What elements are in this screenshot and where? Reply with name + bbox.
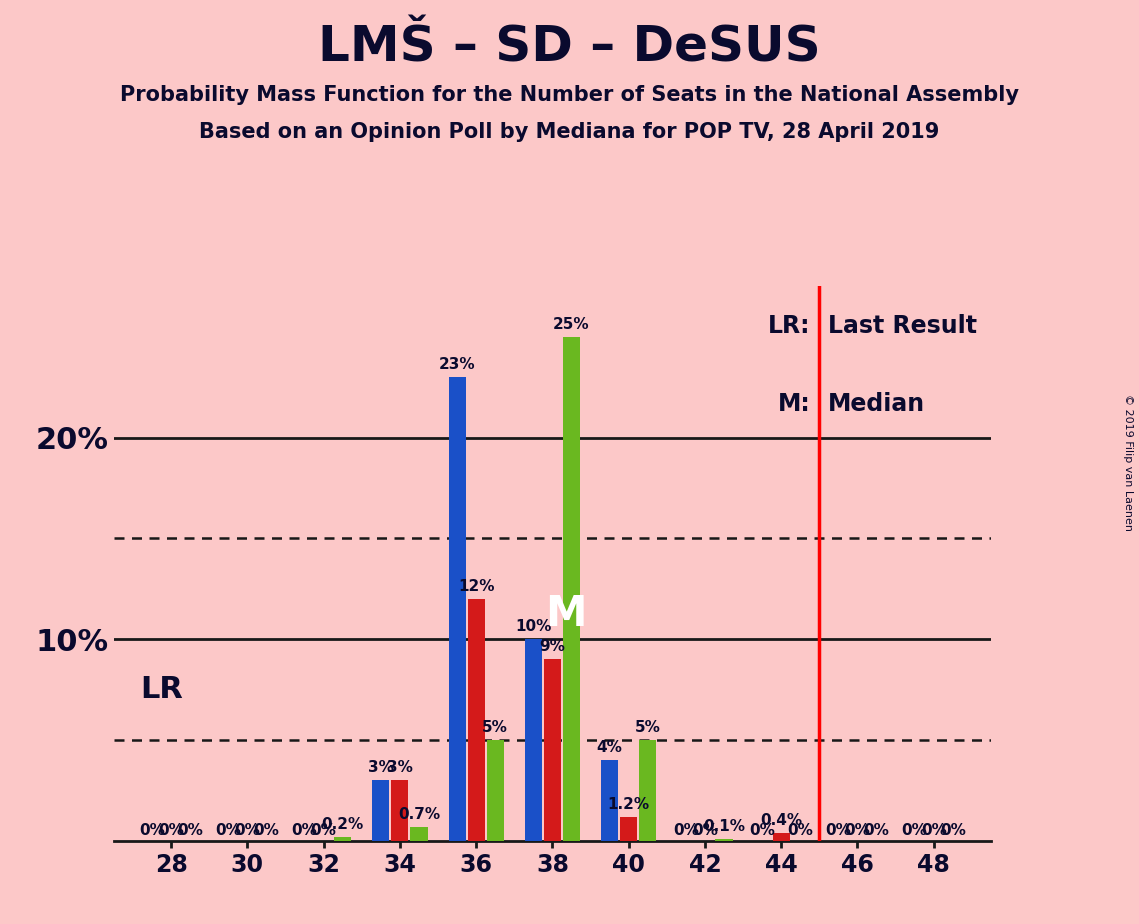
Text: 1.2%: 1.2%	[607, 796, 649, 811]
Text: 23%: 23%	[439, 357, 475, 372]
Bar	[334, 837, 351, 841]
Text: 0%: 0%	[673, 823, 699, 838]
Bar	[563, 337, 580, 841]
Bar	[543, 660, 562, 841]
Bar	[410, 827, 427, 841]
Text: Last Result: Last Result	[828, 314, 977, 338]
Text: 0%: 0%	[902, 823, 927, 838]
Bar	[620, 817, 637, 841]
Text: M: M	[544, 593, 587, 635]
Text: 0%: 0%	[863, 823, 890, 838]
Text: LR:: LR:	[768, 314, 811, 338]
Text: Based on an Opinion Poll by Mediana for POP TV, 28 April 2019: Based on an Opinion Poll by Mediana for …	[199, 122, 940, 142]
Text: 0%: 0%	[158, 823, 185, 838]
Text: 3%: 3%	[387, 760, 412, 775]
Bar	[601, 760, 618, 841]
Bar	[715, 839, 732, 841]
Bar	[486, 740, 503, 841]
Text: 5%: 5%	[482, 720, 508, 735]
Text: © 2019 Filip van Laenen: © 2019 Filip van Laenen	[1123, 394, 1133, 530]
Text: 0.2%: 0.2%	[321, 817, 363, 832]
Text: 0%: 0%	[826, 823, 851, 838]
Text: 0%: 0%	[292, 823, 318, 838]
Text: 0%: 0%	[139, 823, 165, 838]
Bar	[525, 639, 542, 841]
Text: 0%: 0%	[693, 823, 718, 838]
Bar	[449, 377, 466, 841]
Text: 0.4%: 0.4%	[760, 813, 802, 828]
Text: 10%: 10%	[515, 619, 551, 634]
Text: 0.1%: 0.1%	[703, 819, 745, 833]
Text: 0%: 0%	[178, 823, 203, 838]
Text: Probability Mass Function for the Number of Seats in the National Assembly: Probability Mass Function for the Number…	[120, 85, 1019, 105]
Text: 0%: 0%	[787, 823, 813, 838]
Text: LR: LR	[140, 675, 183, 704]
Text: 0%: 0%	[844, 823, 870, 838]
Text: 12%: 12%	[458, 578, 494, 594]
Text: 9%: 9%	[540, 639, 565, 654]
Text: 0.7%: 0.7%	[398, 807, 440, 821]
Text: 0%: 0%	[215, 823, 241, 838]
Text: LMŠ – SD – DeSUS: LMŠ – SD – DeSUS	[318, 23, 821, 71]
Bar	[372, 781, 390, 841]
Bar	[468, 599, 485, 841]
Text: 5%: 5%	[634, 720, 661, 735]
Text: Median: Median	[828, 392, 925, 416]
Bar	[392, 781, 409, 841]
Text: 3%: 3%	[368, 760, 394, 775]
Text: 0%: 0%	[311, 823, 336, 838]
Text: 0%: 0%	[920, 823, 947, 838]
Text: 0%: 0%	[235, 823, 261, 838]
Bar	[772, 833, 789, 841]
Text: 0%: 0%	[254, 823, 279, 838]
Text: M:: M:	[778, 392, 811, 416]
Text: 0%: 0%	[940, 823, 966, 838]
Text: 4%: 4%	[597, 740, 623, 755]
Text: 0%: 0%	[749, 823, 775, 838]
Text: 25%: 25%	[554, 317, 590, 332]
Bar	[639, 740, 656, 841]
